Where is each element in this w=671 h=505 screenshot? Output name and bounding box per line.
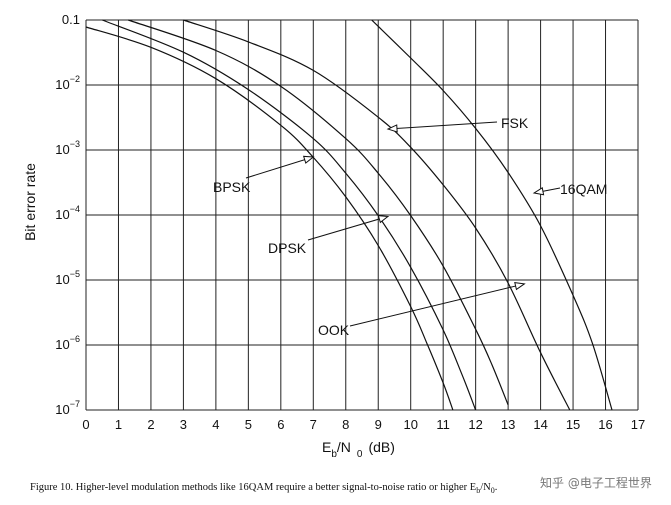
x-tick-label: 14 bbox=[533, 417, 547, 432]
x-tick-label: 4 bbox=[212, 417, 219, 432]
annotation-arrow-line bbox=[349, 283, 525, 327]
annotation-arrowhead bbox=[377, 215, 390, 224]
y-tick-label: 10−6​ bbox=[55, 334, 80, 352]
x-tick-label: 12 bbox=[468, 417, 482, 432]
x-tick-labels: 0 1 2 3 4 5 6 7 8 9 10 11 12 13 14 15 16 17 bbox=[82, 417, 645, 432]
x-tick-label: 9 bbox=[375, 417, 382, 432]
y-tick-label: 10−4​ bbox=[55, 204, 80, 222]
annotation-arrow-line bbox=[245, 156, 314, 179]
annotation-arrowhead bbox=[532, 187, 545, 196]
annotation-arrow-line bbox=[307, 215, 389, 241]
x-tick-label: 15 bbox=[566, 417, 580, 432]
curve-label-fsk: FSK bbox=[501, 115, 529, 131]
x-tick-label: 17 bbox=[631, 417, 645, 432]
y-axis-label: Bit error rate bbox=[22, 163, 38, 241]
x-tick-label: 0 bbox=[82, 417, 89, 432]
annotation-arrows bbox=[245, 121, 561, 327]
x-tick-label: 7 bbox=[310, 417, 317, 432]
annotation-arrowhead bbox=[514, 282, 526, 291]
y-tick-label: 10−2​ bbox=[55, 74, 80, 92]
x-tick-label: 2 bbox=[147, 417, 154, 432]
curve-label-ook: OOK bbox=[318, 322, 350, 338]
curve-label-16qam: 16QAM bbox=[560, 181, 607, 197]
series-bpsk-line bbox=[85, 26, 454, 411]
chart-grid bbox=[85, 19, 639, 411]
series-ook-line bbox=[128, 19, 509, 406]
y-tick-label: 0.1 bbox=[62, 12, 80, 27]
curve-labels: BPSK DPSK OOK FSK 16QAM bbox=[213, 115, 607, 338]
series-curves bbox=[85, 19, 613, 411]
annotation-arrowhead bbox=[386, 124, 398, 133]
x-tick-label: 5 bbox=[245, 417, 252, 432]
x-tick-label: 1 bbox=[115, 417, 122, 432]
x-tick-label: 8 bbox=[342, 417, 349, 432]
watermark: 知乎 @电子工程世界 bbox=[540, 476, 652, 490]
y-tick-label: 10−5​ bbox=[55, 269, 80, 287]
x-tick-label: 11 bbox=[436, 417, 450, 432]
x-tick-label: 13 bbox=[501, 417, 515, 432]
x-tick-label: 16 bbox=[598, 417, 612, 432]
series-fsk-line bbox=[183, 19, 571, 411]
annotation-arrowhead bbox=[302, 155, 315, 164]
x-tick-label: 10 bbox=[403, 417, 417, 432]
series-dpsk-line bbox=[101, 19, 477, 411]
series-16qam-line bbox=[371, 19, 613, 411]
y-tick-label: 10−7​ bbox=[55, 399, 80, 417]
figure-caption: Figure 10. Higher-level modulation metho… bbox=[30, 482, 498, 496]
annotation-arrow-line bbox=[387, 121, 498, 130]
x-axis-label: Eb/N 0 (dB) bbox=[322, 439, 395, 460]
curve-label-bpsk: BPSK bbox=[213, 179, 251, 195]
curve-label-dpsk: DPSK bbox=[268, 240, 307, 256]
y-tick-labels: 0.1 10−2​ 10−3​ 10−4​ 10−5​ 10−6​ 10−7​ bbox=[55, 12, 80, 417]
x-tick-label: 6 bbox=[277, 417, 284, 432]
y-tick-label: 10−3​ bbox=[55, 139, 80, 157]
x-tick-label: 3 bbox=[180, 417, 187, 432]
